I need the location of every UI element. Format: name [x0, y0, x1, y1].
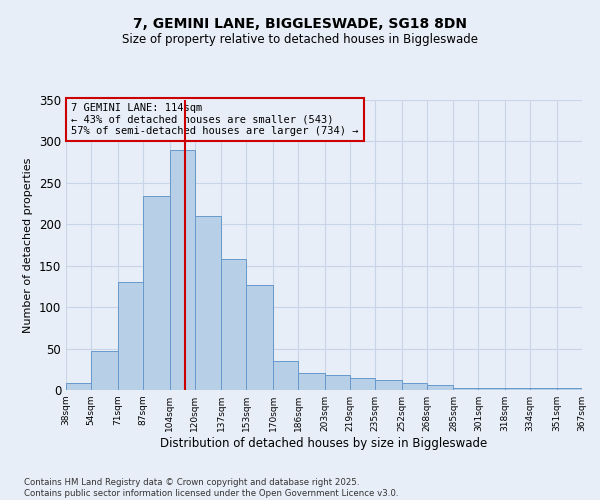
- Text: Contains HM Land Registry data © Crown copyright and database right 2025.
Contai: Contains HM Land Registry data © Crown c…: [24, 478, 398, 498]
- Bar: [454, 388, 478, 390]
- Y-axis label: Number of detached properties: Number of detached properties: [23, 158, 34, 332]
- Bar: [427, 385, 454, 390]
- Bar: [298, 374, 325, 390]
- Bar: [557, 388, 582, 390]
- Bar: [194, 216, 221, 390]
- Bar: [350, 378, 375, 390]
- Bar: [375, 380, 401, 390]
- Bar: [66, 384, 91, 390]
- X-axis label: Distribution of detached houses by size in Biggleswade: Distribution of detached houses by size …: [160, 437, 488, 450]
- Bar: [530, 388, 557, 390]
- Bar: [505, 388, 530, 390]
- Bar: [221, 259, 247, 390]
- Text: 7 GEMINI LANE: 114sqm
← 43% of detached houses are smaller (543)
57% of semi-det: 7 GEMINI LANE: 114sqm ← 43% of detached …: [71, 103, 359, 136]
- Text: Size of property relative to detached houses in Biggleswade: Size of property relative to detached ho…: [122, 32, 478, 46]
- Bar: [247, 285, 273, 390]
- Bar: [143, 196, 170, 390]
- Bar: [478, 388, 505, 390]
- Bar: [91, 351, 118, 390]
- Text: 7, GEMINI LANE, BIGGLESWADE, SG18 8DN: 7, GEMINI LANE, BIGGLESWADE, SG18 8DN: [133, 18, 467, 32]
- Bar: [401, 384, 427, 390]
- Bar: [273, 361, 298, 390]
- Bar: [118, 282, 143, 390]
- Bar: [170, 150, 194, 390]
- Bar: [325, 375, 350, 390]
